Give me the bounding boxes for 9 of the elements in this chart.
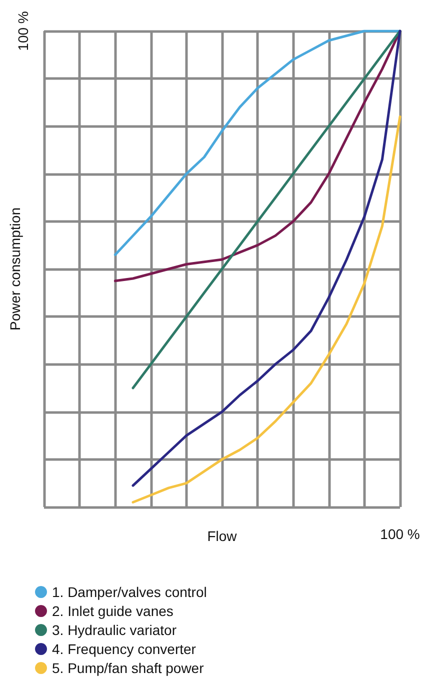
- legend-label: 1. Damper/valves control: [52, 584, 207, 600]
- y-axis-title: Power consumption: [7, 208, 23, 330]
- legend-label: 5. Pump/fan shaft power: [52, 660, 204, 676]
- text: 100 %: [15, 11, 31, 51]
- legend-label: 4. Frequency converter: [52, 641, 196, 657]
- x-axis-title: Flow: [207, 528, 238, 544]
- legend-label: 3. Hydraulic variator: [52, 622, 177, 638]
- legend-label: 2. Inlet guide vanes: [52, 603, 174, 619]
- text: 100 %: [380, 526, 420, 542]
